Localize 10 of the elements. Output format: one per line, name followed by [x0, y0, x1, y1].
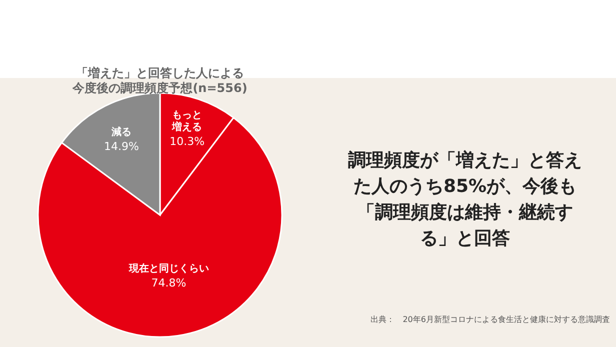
chart-title: 「増えた」と回答した人による [75, 66, 245, 81]
text: 調理頻度が「増えた」と答えた人のうち85%が、今後も「調理頻度は維持・継続する」と回答 [347, 149, 583, 251]
chart-subtitle: 今度後の調理頻度予想(n=556) [72, 81, 248, 96]
data-label: 10.3% [170, 135, 205, 148]
slice-label: 減る [110, 126, 132, 138]
data-label: 14.9% [104, 140, 139, 153]
source-note: 出典： 20年6月新型コロナによる食生活と健康に対する意識調査 [370, 314, 610, 325]
data-label: 74.8% [151, 276, 186, 290]
slice-label: もっと増える [171, 110, 202, 134]
slice-label: 現在と同じくらい [128, 262, 209, 274]
